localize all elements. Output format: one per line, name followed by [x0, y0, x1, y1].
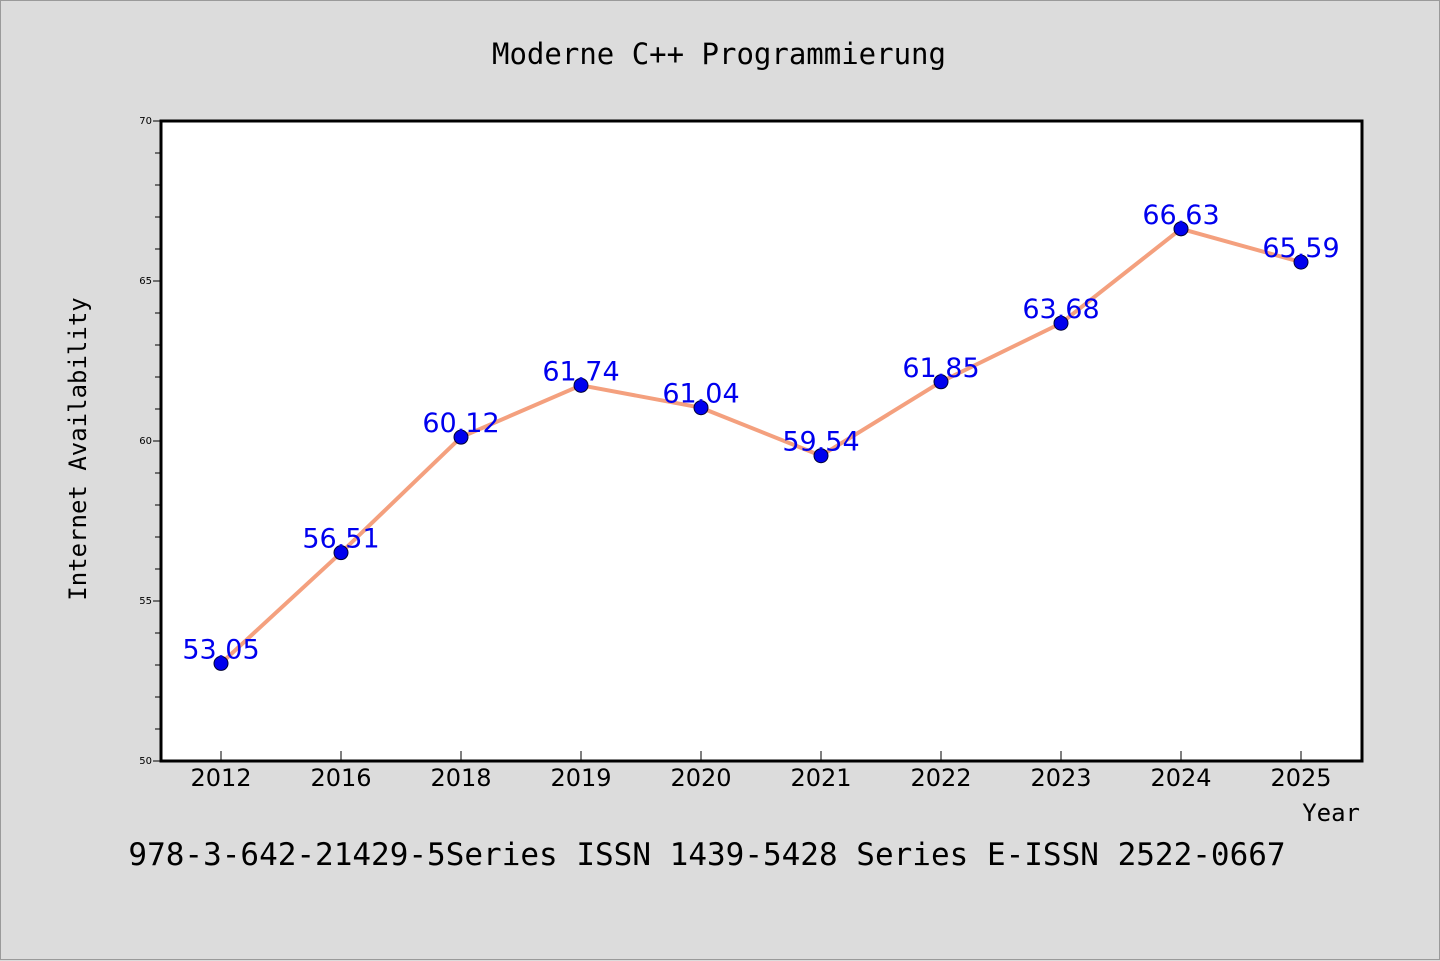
data-point-marker — [333, 545, 349, 561]
data-label: 61.74 — [542, 356, 619, 387]
data-point-marker — [1173, 221, 1189, 237]
series-layer: 53.05 56.51 60.12 61.74 61.04 59.54 61.85 63.68… — [182, 200, 1340, 671]
data-point-marker — [693, 400, 709, 416]
y-tick-label: 50 — [139, 756, 152, 767]
data-label: 53.05 — [182, 634, 259, 665]
y-tick-label: 65 — [139, 276, 152, 287]
x-tick-label: 2021 — [790, 764, 851, 792]
x-axis-label: Year — [1302, 799, 1360, 827]
data-point-marker — [933, 374, 949, 390]
data-label: 60.12 — [422, 408, 499, 439]
data-point-marker — [1053, 315, 1069, 331]
data-label: 61.85 — [902, 353, 979, 384]
x-tick-label: 2023 — [1030, 764, 1091, 792]
footer-isbn-issn: 978-3-642-21429-5Series ISSN 1439-5428 S… — [128, 837, 1285, 873]
x-tick-label: 2012 — [190, 764, 251, 792]
data-label: 63.68 — [1022, 294, 1099, 325]
chart-title: Moderne C++ Programmierung — [492, 37, 946, 71]
x-axis: 2012 2016 2018 2019 2020 2021 2022 2023 2024 2025 — [190, 751, 1332, 792]
x-tick-label: 2025 — [1270, 764, 1331, 792]
y-axis: 50 55 60 65 70 — [139, 116, 161, 767]
x-tick-label: 2019 — [550, 764, 611, 792]
data-point-marker — [1293, 254, 1309, 270]
y-tick-label: 70 — [139, 116, 152, 127]
data-point-marker — [573, 377, 589, 393]
data-point-marker — [213, 655, 229, 671]
y-axis-label: Internet Availability — [64, 297, 92, 600]
x-tick-label: 2024 — [1150, 764, 1211, 792]
x-tick-label: 2016 — [310, 764, 371, 792]
y-tick-label: 60 — [139, 436, 152, 447]
y-tick-label: 55 — [139, 596, 152, 607]
data-label: 65.59 — [1262, 233, 1339, 264]
x-tick-label: 2020 — [670, 764, 731, 792]
data-label: 61.04 — [662, 379, 739, 410]
x-tick-label: 2022 — [910, 764, 971, 792]
data-point-marker — [813, 448, 829, 464]
data-label: 56.51 — [302, 524, 379, 555]
data-label: 59.54 — [782, 427, 859, 458]
series-line — [219, 226, 1303, 666]
plot-area — [159, 119, 1364, 763]
data-point-marker — [453, 429, 469, 445]
x-tick-label: 2018 — [430, 764, 491, 792]
data-label: 66.63 — [1142, 200, 1219, 231]
